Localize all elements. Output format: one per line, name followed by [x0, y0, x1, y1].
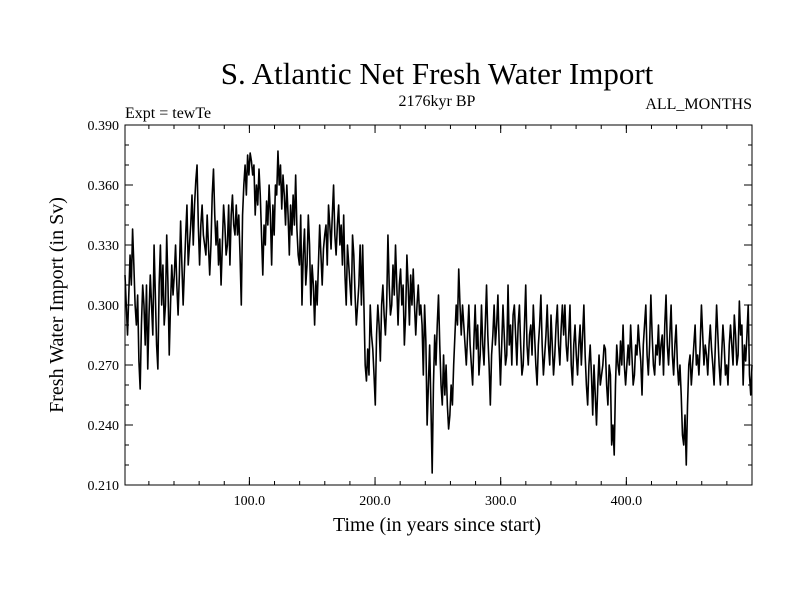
x-tick-label: 200.0: [359, 494, 391, 509]
period-label: 2176kyr BP: [399, 93, 476, 110]
x-tick-label: 100.0: [234, 494, 266, 509]
y-axis-label: Fresh Water Import (in Sv): [46, 197, 68, 413]
x-axis: 100.0 200.0 300.0 400.0: [148, 125, 728, 509]
experiment-label: Expt = tewTe: [125, 105, 211, 122]
y-tick-label: 0.270: [88, 359, 120, 374]
y-tick-label: 0.390: [88, 119, 120, 134]
y-tick-label: 0.330: [88, 239, 120, 254]
y-tick-label: 0.240: [88, 419, 120, 434]
series-line: [124, 150, 753, 474]
chart-title: S. Atlantic Net Fresh Water Import: [221, 56, 654, 91]
x-tick-label: 300.0: [485, 494, 517, 509]
y-tick-label: 0.360: [88, 179, 120, 194]
x-tick-label: 400.0: [611, 494, 643, 509]
x-axis-label: Time (in years since start): [333, 514, 541, 536]
months-label: ALL_MONTHS: [645, 96, 752, 113]
plot-frame: [124, 124, 753, 486]
y-tick-label: 0.300: [88, 299, 120, 314]
y-tick-label: 0.210: [88, 479, 120, 494]
